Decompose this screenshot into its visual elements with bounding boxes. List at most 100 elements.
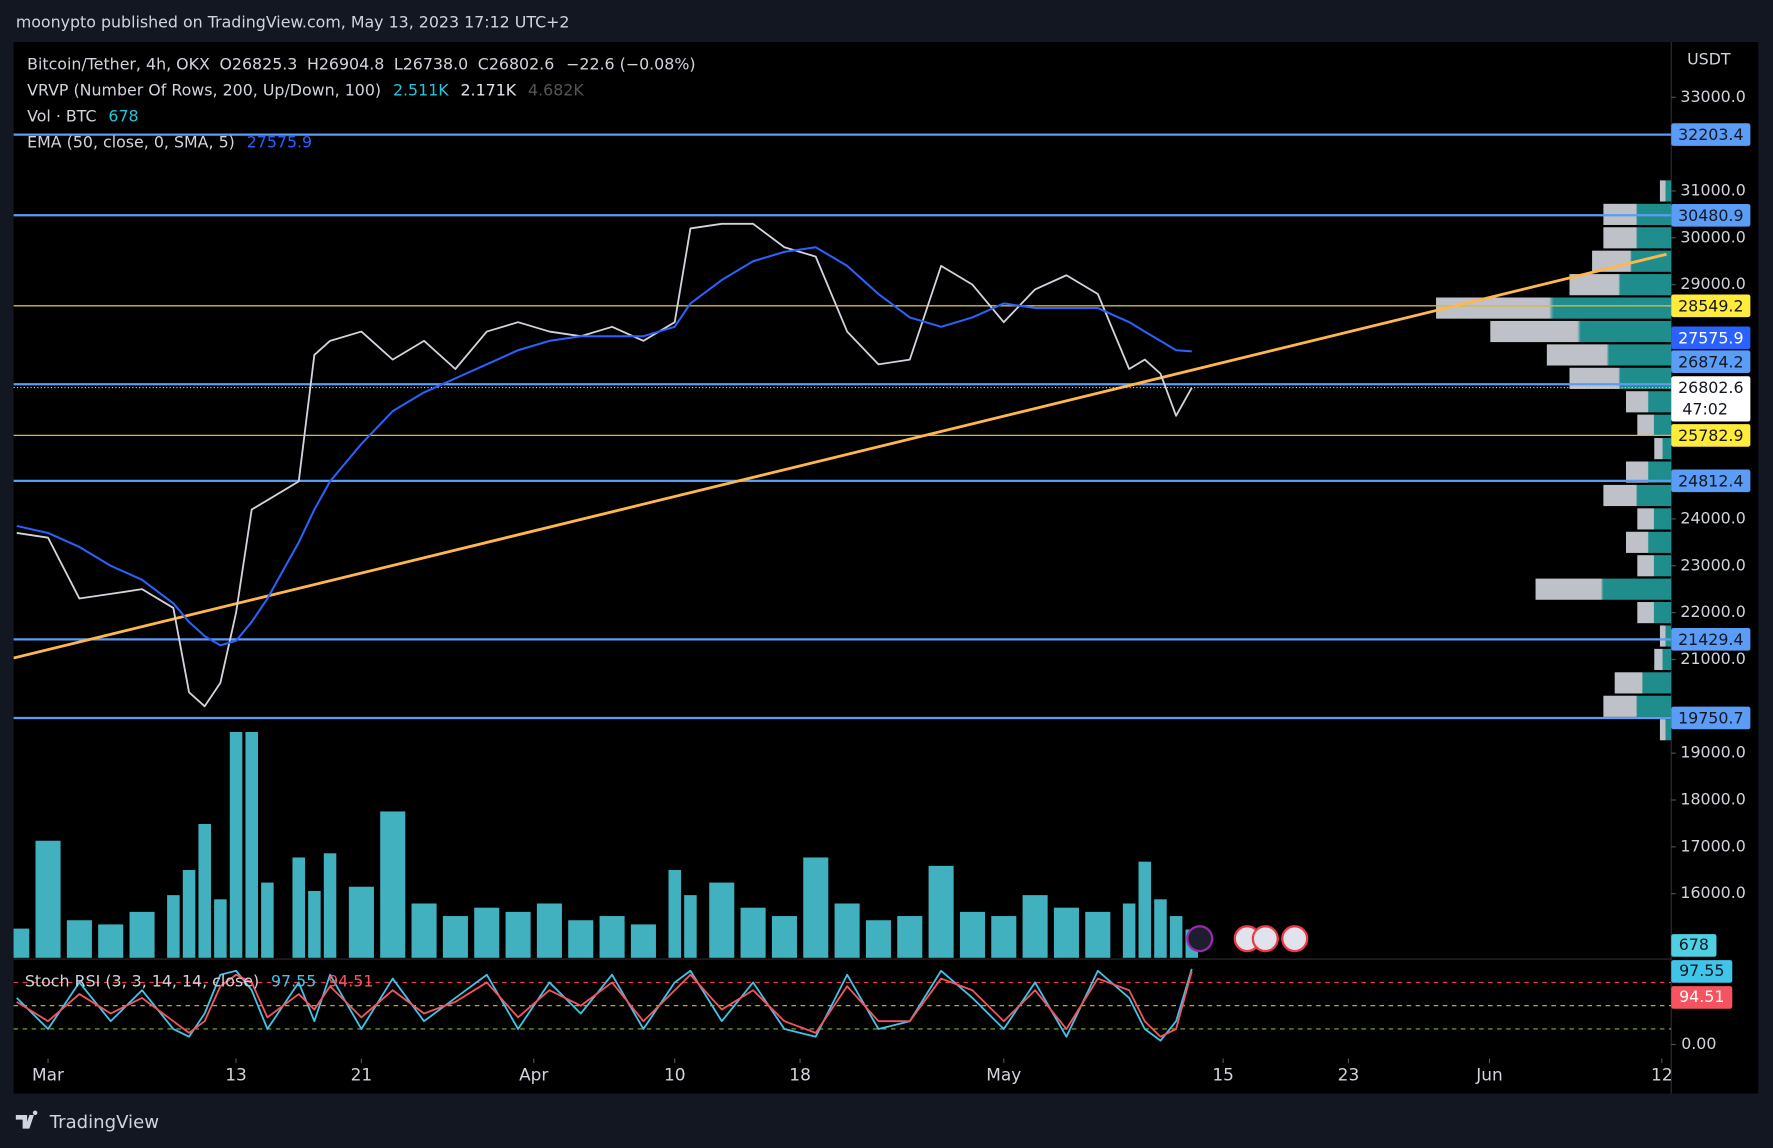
volume-profile-row xyxy=(1654,648,1672,671)
volume-bar xyxy=(630,924,656,958)
volume-profile-row xyxy=(1626,531,1672,553)
volume-bar xyxy=(167,895,180,958)
volume-profile-row xyxy=(1637,602,1672,624)
level-label-box xyxy=(1671,294,1751,318)
volume-bar xyxy=(214,899,227,958)
volume-bar xyxy=(536,903,562,958)
vrvp: VRVP (Number Of Rows, 200, Up/Down, 100) xyxy=(27,80,381,99)
x-tick-label: Apr xyxy=(519,1064,548,1084)
volume-bar xyxy=(991,916,1017,958)
volume-bar xyxy=(66,920,92,958)
volume-bar xyxy=(182,870,196,958)
level-label: 19750.7 xyxy=(1678,709,1743,728)
legend: Bitcoin/Tether, 4h, OKX O26825.3 H26904.… xyxy=(25,54,696,990)
stoch-k: 97.55 xyxy=(271,971,316,990)
trendline xyxy=(13,252,1667,660)
volume-bar xyxy=(474,907,500,958)
y-tick-label: 30000.0 xyxy=(1680,227,1745,246)
y-tick-label: 23000.0 xyxy=(1680,555,1745,574)
volume-bar xyxy=(98,924,124,958)
brand: TradingView xyxy=(15,1110,159,1133)
volume-bar xyxy=(1022,895,1048,958)
x-tick-label: 18 xyxy=(789,1064,811,1084)
volume-bar xyxy=(411,903,437,958)
level-label-box xyxy=(1671,628,1751,651)
event-icon[interactable] xyxy=(1281,925,1309,953)
o-label: O xyxy=(219,54,231,73)
volume-bar xyxy=(684,895,697,958)
volume-profile-row xyxy=(1490,320,1672,343)
volume-profile-row xyxy=(1637,414,1672,436)
volume-profile-row xyxy=(1569,274,1672,296)
stoch-pane xyxy=(13,968,1672,1042)
stoch-k-label: 97.55 xyxy=(1679,961,1724,980)
volume-bar xyxy=(13,928,30,958)
volume-bar xyxy=(568,920,594,958)
event-icon[interactable] xyxy=(1186,925,1214,953)
y-tick-label: 29000.0 xyxy=(1680,274,1745,293)
volume-profile-row xyxy=(1626,391,1672,413)
level-label: 28549.2 xyxy=(1678,296,1743,315)
y-tick-label: 21000.0 xyxy=(1680,649,1745,668)
y-tick-label: 16000.0 xyxy=(1680,883,1745,902)
y-tick-label: 24000.0 xyxy=(1680,508,1745,527)
ema-legend: EMA (50, close, 0, SMA, 5) 27575.9 xyxy=(27,132,312,151)
volume-bar xyxy=(229,731,243,958)
y-tick-label: 33000.0 xyxy=(1680,87,1745,106)
vrvp-total: 4.682K xyxy=(528,80,584,99)
volume-profile-row xyxy=(1659,180,1672,202)
x-tick-label: 21 xyxy=(351,1064,373,1084)
publisher: moonypto published on TradingView.com, M… xyxy=(16,12,570,31)
volume-bar xyxy=(292,857,305,958)
vol-value: 678 xyxy=(108,106,138,125)
level-label-box xyxy=(1671,123,1751,146)
h-label: H xyxy=(307,54,319,73)
level-label-box xyxy=(1671,424,1751,447)
last-price: 26802.6 xyxy=(1678,378,1743,397)
volume-bar xyxy=(599,916,625,958)
ema-line xyxy=(16,246,1192,647)
l-label: L xyxy=(394,54,403,73)
x-tick-label: Mar xyxy=(32,1064,64,1084)
volume-bar xyxy=(897,916,923,958)
event-icons xyxy=(1186,925,1309,953)
volume-profile-row xyxy=(1603,695,1672,717)
volume-profile-row xyxy=(1654,438,1672,460)
vol-legend: Vol · BTC 678 xyxy=(27,106,138,125)
volume-bar xyxy=(865,920,891,958)
x-tick-label: 12 xyxy=(1651,1064,1673,1084)
volume-bar xyxy=(928,865,954,958)
volume-last-box xyxy=(1671,934,1717,957)
high: 26904.8 xyxy=(319,54,384,73)
volume-profile-row xyxy=(1535,578,1672,600)
volume-bar xyxy=(308,890,321,958)
ohlc-legend: Bitcoin/Tether, 4h, OKX O26825.3 H26904.… xyxy=(27,54,695,73)
low: 26738.0 xyxy=(403,54,468,73)
level-label-box xyxy=(1671,203,1751,227)
volume-profile-row xyxy=(1603,484,1672,507)
stoch-k-box xyxy=(1671,960,1733,983)
volume-profile-row xyxy=(1626,461,1672,483)
symbol: Bitcoin/Tether, 4h, OKX xyxy=(27,54,210,73)
level-label: 26874.2 xyxy=(1678,352,1743,371)
level-label: 21429.4 xyxy=(1678,630,1743,649)
volume-bar xyxy=(1154,899,1167,958)
volume-profile-row xyxy=(1659,625,1672,647)
x-tick-label: 10 xyxy=(664,1064,686,1084)
event-icon[interactable] xyxy=(1251,925,1279,953)
level-label: 32203.4 xyxy=(1678,125,1743,144)
brand-name: TradingView xyxy=(49,1112,159,1133)
change: −22.6 (−0.08%) xyxy=(566,54,695,73)
volume-bar xyxy=(771,916,797,958)
x-tick-label: 15 xyxy=(1212,1064,1234,1084)
ema-label: 27575.9 xyxy=(1678,328,1743,347)
volume-bar xyxy=(129,911,155,958)
volume-profile-row xyxy=(1436,297,1672,319)
vrvp-down: 2.171K xyxy=(460,80,516,99)
volume-bar xyxy=(803,857,829,958)
volume-bar xyxy=(380,811,406,958)
x-tick-label: May xyxy=(986,1064,1021,1084)
level-label: 25782.9 xyxy=(1678,426,1743,445)
volume-bar xyxy=(1138,861,1152,958)
